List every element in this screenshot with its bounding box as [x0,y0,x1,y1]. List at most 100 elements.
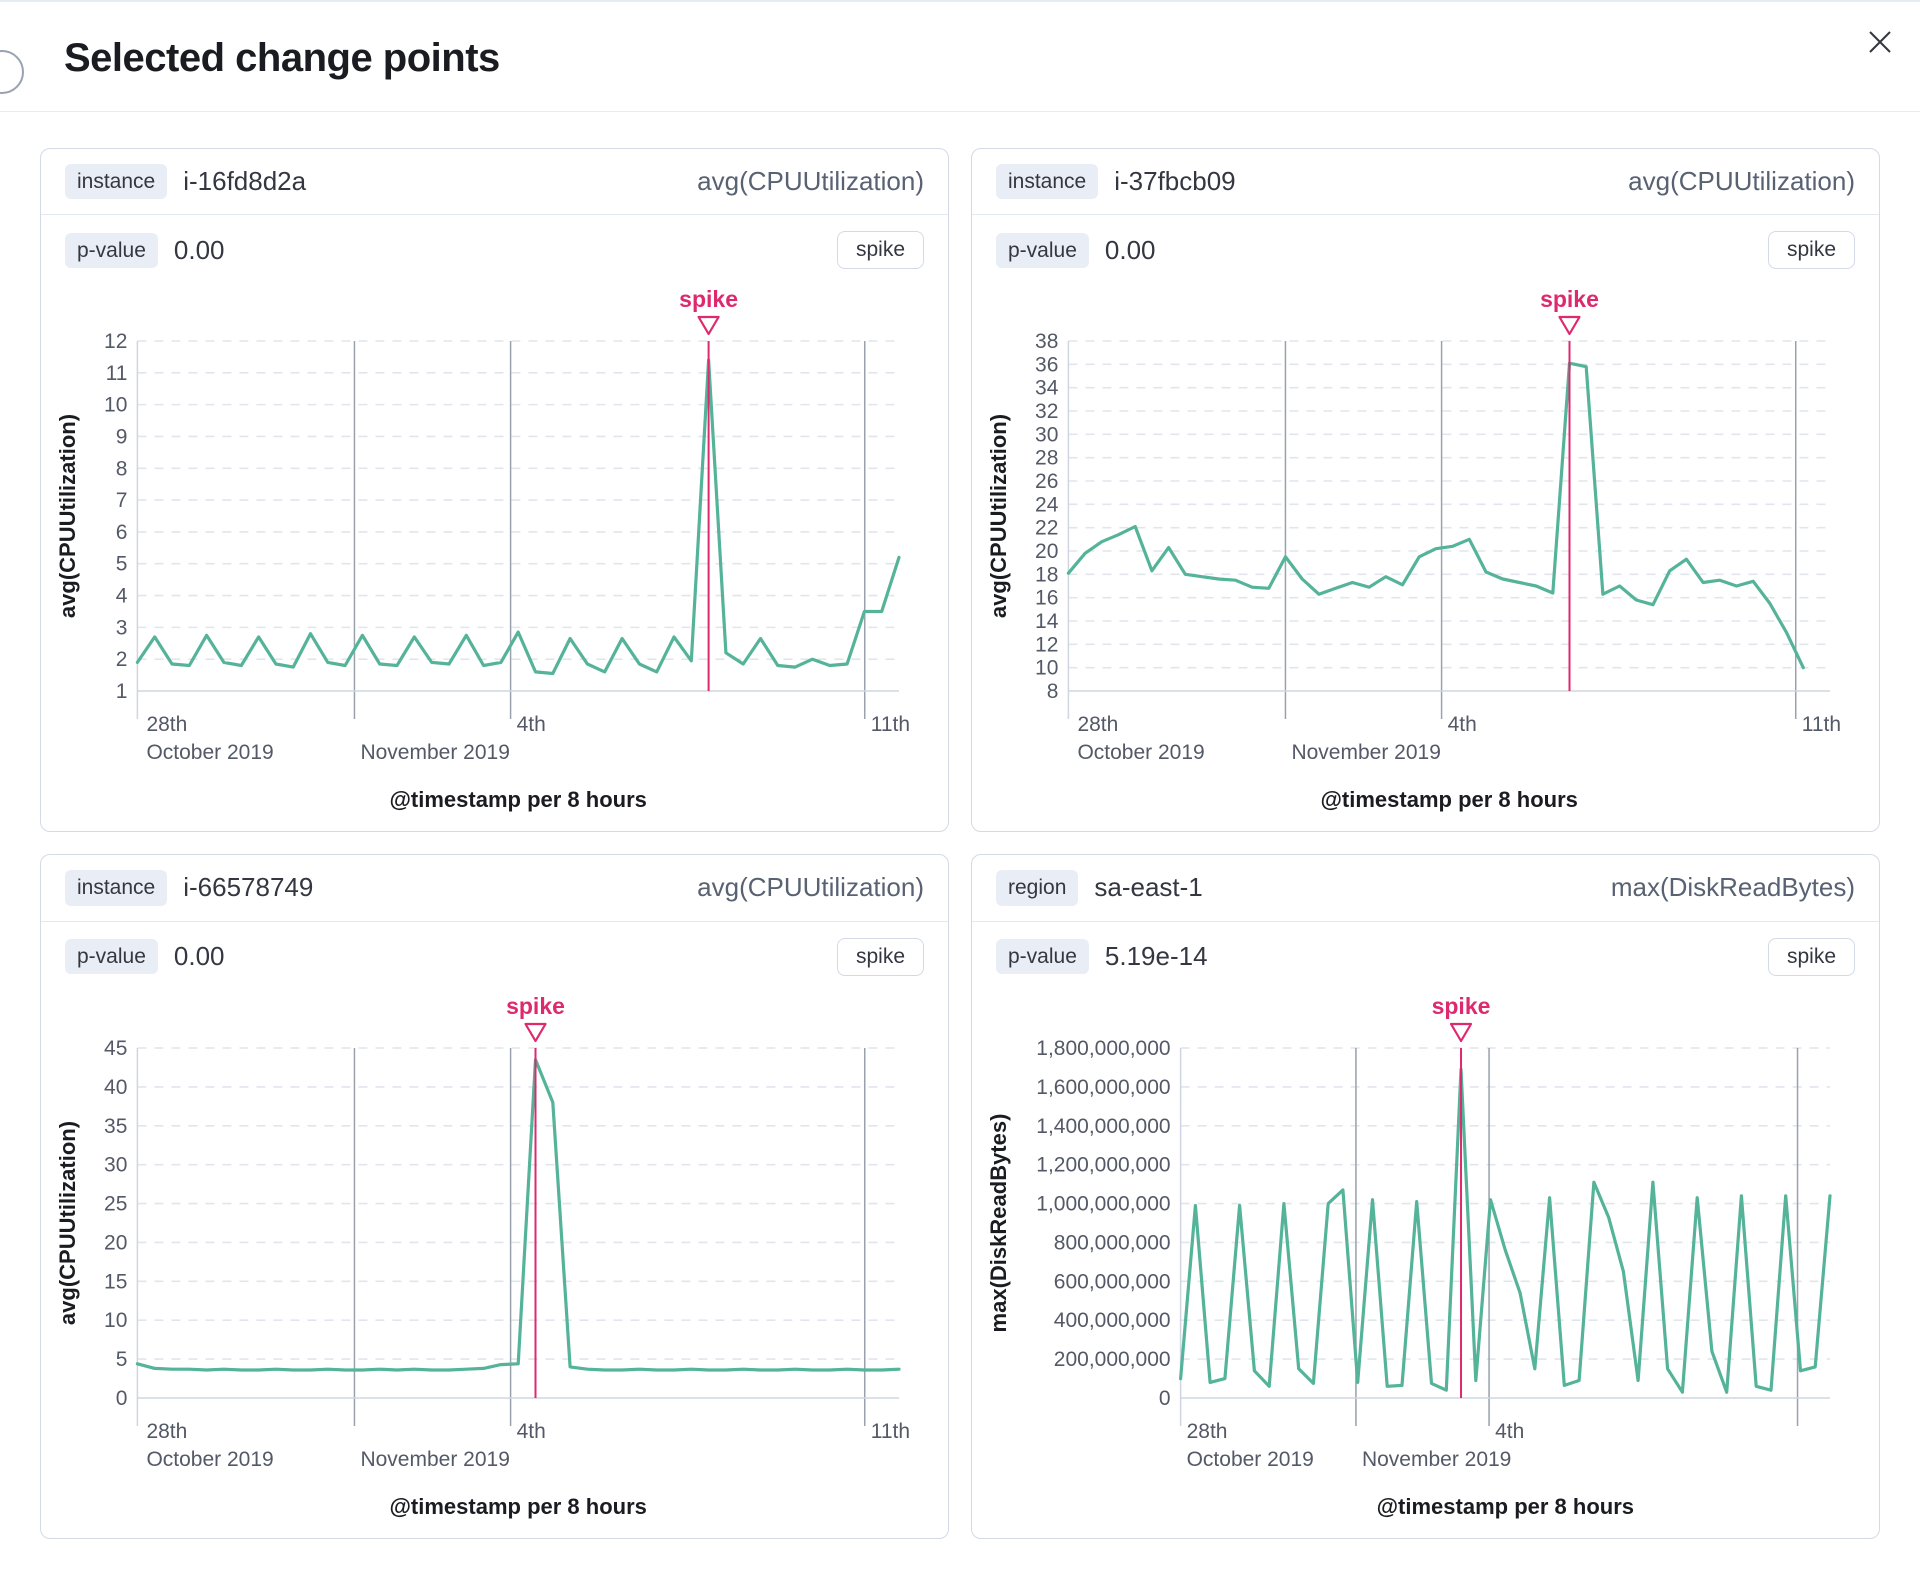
svg-text:11th: 11th [871,1420,910,1443]
svg-text:0: 0 [1159,1387,1171,1410]
svg-text:600,000,000: 600,000,000 [1054,1270,1171,1293]
panel-header: instance i-16fd8d2a avg(CPUUtilization) [41,149,948,216]
svg-text:11th: 11th [871,713,910,736]
close-icon[interactable] [1858,20,1902,64]
axes [136,341,899,720]
panel-subheader: p-value 0.00 spike [972,215,1879,273]
svg-text:2: 2 [116,648,128,671]
svg-text:26: 26 [1035,470,1058,493]
p-value: 0.00 [173,941,225,972]
svg-text:8: 8 [116,458,128,481]
group-key-value: i-37fbcb09 [1114,166,1236,197]
svg-text:14: 14 [1035,610,1059,633]
change-point-chart: 0 5 10 15 20 25 30 35 40 45 28th October 2019 Novemb… [41,980,948,1538]
svg-text:1,200,000,000: 1,200,000,000 [1036,1153,1170,1176]
svg-text:30: 30 [104,1153,127,1176]
y-axis-title: avg(CPUUtilization) [55,414,80,618]
svg-text:7: 7 [116,489,128,512]
p-value-badge: p-value [996,232,1089,268]
group-key-badge: region [996,870,1079,906]
svg-text:28: 28 [1035,447,1058,470]
svg-text:40: 40 [104,1075,127,1098]
svg-text:11: 11 [106,362,128,385]
flyout-header: Selected change points [0,2,1920,112]
change-type-badge[interactable]: spike [1767,231,1855,270]
svg-text:28th: 28th [1077,713,1118,736]
y-axis-title: avg(CPUUtilization) [55,1121,80,1325]
svg-text:38: 38 [1035,330,1058,353]
svg-text:10: 10 [104,1309,127,1332]
svg-text:November 2019: November 2019 [1362,1448,1511,1471]
group-key-badge: instance [996,164,1099,200]
p-value: 5.19e-14 [1104,941,1208,972]
p-value-badge: p-value [996,938,1089,975]
svg-text:12: 12 [104,330,127,353]
svg-text:4th: 4th [517,713,546,736]
change-type-badge[interactable]: spike [1767,937,1855,976]
change-type-badge[interactable]: spike [836,231,924,270]
svg-text:1,400,000,000: 1,400,000,000 [1036,1114,1170,1137]
svg-text:4th: 4th [517,1420,546,1443]
svg-text:32: 32 [1035,400,1058,423]
panel-header: instance i-66578749 avg(CPUUtilization) [41,855,948,922]
x-axis-labels: 28th October 2019 November 2019 4th 11th [1077,713,1841,764]
spike-annotation: spike [506,993,565,1398]
x-axis-labels: 28th October 2019 November 2019 4th 11th [146,713,910,764]
svg-text:11th: 11th [1802,713,1841,736]
change-points-grid: instance i-16fd8d2a avg(CPUUtilization) … [0,112,1920,1579]
panel-subheader: p-value 5.19e-14 spike [972,922,1879,980]
series-line [135,1057,901,1372]
spike-annotation: spike [679,286,738,692]
panel-subheader: p-value 0.00 spike [41,215,948,273]
y-axis-labels: 0 200,000,000 400,000,000 600,000,000 800,00… [1036,1037,1170,1410]
svg-text:4th: 4th [1448,713,1477,736]
svg-text:4: 4 [116,585,128,608]
p-value: 0.00 [173,234,225,265]
svg-text:November 2019: November 2019 [360,741,509,764]
change-type-badge[interactable]: spike [836,937,924,976]
svg-text:16: 16 [1035,587,1058,610]
svg-text:5: 5 [116,553,128,576]
svg-text:1,600,000,000: 1,600,000,000 [1036,1075,1170,1098]
series-line [135,358,901,676]
svg-text:October 2019: October 2019 [146,1448,273,1471]
x-axis-labels: 28th October 2019 November 2019 4th 11th [146,1420,910,1471]
metric-label: avg(CPUUtilization) [697,872,924,903]
x-axis-labels: 28th October 2019 November 2019 4th [1187,1420,1525,1471]
group-key-value: i-66578749 [183,872,314,903]
x-axis-title: @timestamp per 8 hours [1320,787,1577,812]
series-line [1066,361,1805,670]
series-line [1179,1067,1832,1394]
page-title: Selected change points [64,36,500,80]
svg-text:30: 30 [1035,424,1058,447]
svg-text:spike: spike [679,286,738,312]
svg-text:400,000,000: 400,000,000 [1054,1309,1171,1332]
svg-text:0: 0 [116,1387,128,1410]
panel-subheader: p-value 0.00 spike [41,922,948,980]
y-axis-title: max(DiskReadBytes) [986,1113,1011,1332]
svg-text:20: 20 [104,1231,127,1254]
spike-annotation: spike [1432,993,1490,1398]
svg-text:800,000,000: 800,000,000 [1054,1231,1171,1254]
group-key-value: sa-east-1 [1094,872,1203,903]
change-point-panel: instance i-37fbcb09 avg(CPUUtilization) … [971,148,1880,833]
svg-text:45: 45 [104,1037,127,1060]
svg-text:1,800,000,000: 1,800,000,000 [1036,1037,1170,1060]
panel-header: region sa-east-1 max(DiskReadBytes) [972,855,1879,922]
change-point-chart: 1 2 3 4 5 6 7 8 9 10 11 12 28th October 2019 November … [41,273,948,831]
svg-text:3: 3 [116,617,128,640]
svg-text:October 2019: October 2019 [1187,1448,1314,1471]
group-key-value: i-16fd8d2a [183,166,307,197]
change-point-chart: 0 200,000,000 400,000,000 600,000,000 800,00… [972,980,1879,1538]
p-value-badge: p-value [65,232,158,268]
panel-header: instance i-37fbcb09 avg(CPUUtilization) [972,149,1879,216]
svg-text:28th: 28th [146,1420,187,1443]
svg-text:12: 12 [1035,634,1058,657]
svg-text:24: 24 [1035,494,1059,517]
svg-text:November 2019: November 2019 [360,1448,509,1471]
metric-label: max(DiskReadBytes) [1610,872,1855,903]
y-axis-labels: 0 5 10 15 20 25 30 35 40 45 [104,1037,127,1410]
svg-text:22: 22 [1035,517,1058,540]
change-point-panel: instance i-66578749 avg(CPUUtilization) … [40,854,949,1539]
